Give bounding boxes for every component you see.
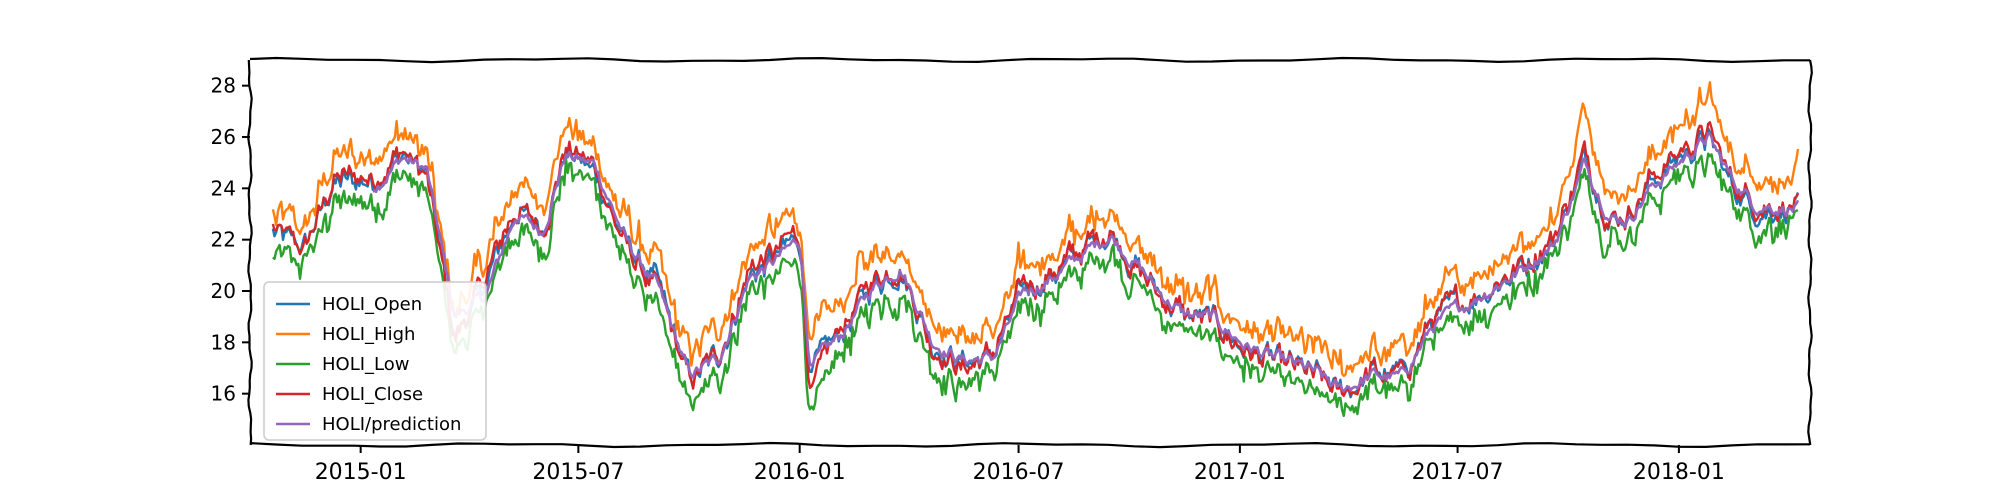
axes-right-spine <box>1807 59 1813 446</box>
y-tick-label: 24 <box>211 176 236 200</box>
x-tick-label: 2016-01 <box>754 460 846 485</box>
axes-bottom-spine <box>249 441 1811 449</box>
series-line-holi-low <box>272 152 1799 418</box>
series-line-holi-close <box>271 121 1800 397</box>
x-tick-label: 2018-01 <box>1633 460 1725 485</box>
axes-top-spine <box>249 56 1810 64</box>
y-tick-label: 20 <box>211 279 236 303</box>
legend-box <box>263 281 487 441</box>
y-tick-label: 22 <box>211 228 236 252</box>
x-tick-label: 2017-01 <box>1194 460 1286 485</box>
y-axis: 16 18 20 22 24 26 28 <box>211 74 250 406</box>
legend-label: HOLI_High <box>322 324 415 345</box>
legend-label: HOLI_Open <box>322 294 422 315</box>
axes-frame <box>247 56 1813 449</box>
series-line-holi-prediction <box>372 132 1800 393</box>
x-axis: 2015-01 2015-07 2016-01 2016-07 2017-01 2017-… <box>315 445 1725 485</box>
legend-label: HOLI_Low <box>322 354 410 375</box>
y-tick-label: 18 <box>211 330 236 354</box>
y-tick-label: 28 <box>211 74 236 98</box>
legend: HOLI_Open HOLI_High HOLI_Low HOLI_Close HOLI… <box>263 281 487 441</box>
x-tick-label: 2015-01 <box>315 460 407 485</box>
axes-left-spine <box>247 59 253 446</box>
x-tick-label: 2016-07 <box>973 460 1065 485</box>
y-tick-label: 16 <box>211 382 236 406</box>
series-line-holi-high <box>271 81 1800 378</box>
series-layer <box>271 81 1800 418</box>
x-tick-label: 2015-07 <box>532 460 624 485</box>
x-tick-label: 2017-07 <box>1412 460 1504 485</box>
legend-label: HOLI/prediction <box>322 414 461 435</box>
legend-label: HOLI_Close <box>322 384 423 405</box>
y-tick-label: 26 <box>211 125 236 149</box>
